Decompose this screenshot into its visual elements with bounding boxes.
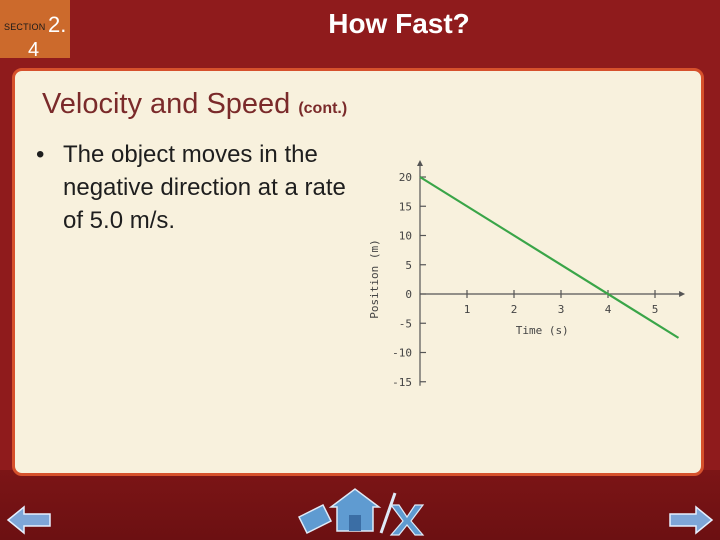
y-axis-label: Position (m) — [368, 239, 381, 318]
y-tick-label: -15 — [392, 376, 412, 389]
section-badge: SECTION 2. 4 — [0, 0, 70, 61]
section-label: SECTION — [4, 22, 46, 32]
graph-axes — [417, 160, 686, 386]
graph-ticks: 20 15 10 5 0 -5 -10 -15 1 2 3 4 5 — [392, 171, 658, 389]
x-axis-arrow — [679, 291, 686, 297]
y-tick-label: 0 — [405, 288, 412, 301]
y-tick-label: 20 — [399, 171, 412, 184]
slide-title: How Fast? — [328, 8, 470, 39]
bullet-text: The object moves in the negative directi… — [63, 141, 346, 234]
left-arrow-icon[interactable] — [6, 505, 52, 535]
home-icon[interactable] — [295, 483, 425, 538]
y-tick-label: -5 — [399, 317, 412, 330]
position-line — [419, 176, 680, 339]
heading-cont: (cont.) — [298, 100, 348, 117]
x-tick-label: 2 — [511, 303, 518, 316]
bullet-item: • The object moves in the negative direc… — [36, 138, 346, 237]
section-subnumber: 4 — [28, 39, 40, 61]
x-tick-label: 4 — [605, 303, 612, 316]
x-tick-label: 3 — [558, 303, 565, 316]
section-number: 2. — [48, 12, 67, 37]
graph-series — [419, 176, 680, 339]
y-tick-label: 10 — [399, 230, 412, 243]
y-tick-label: 15 — [399, 200, 412, 213]
y-tick-label: 5 — [405, 259, 412, 272]
x-tick-label: 1 — [464, 303, 471, 316]
slide-heading: Velocity and Speed (cont.) — [42, 88, 347, 121]
bullet-marker: • — [36, 141, 45, 168]
y-tick-label: -10 — [392, 347, 412, 360]
content-panel — [12, 68, 704, 476]
y-axis-arrow — [417, 160, 423, 166]
x-axis-label: Time (s) — [516, 324, 569, 337]
right-arrow-icon[interactable] — [668, 505, 714, 535]
x-tick-label: 5 — [652, 303, 659, 316]
position-time-graph: 20 15 10 5 0 -5 -10 -15 1 2 3 4 5 Time (s) Position … — [368, 160, 686, 389]
heading-main: Velocity and Speed — [42, 88, 291, 120]
